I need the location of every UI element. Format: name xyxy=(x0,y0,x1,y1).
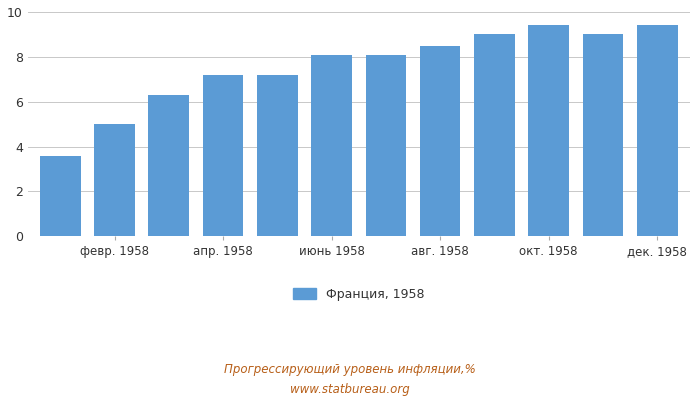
Legend: Франция, 1958: Франция, 1958 xyxy=(288,283,429,306)
Bar xyxy=(637,26,678,236)
Bar xyxy=(528,26,569,236)
Bar xyxy=(474,34,514,236)
Bar xyxy=(148,95,189,236)
Bar xyxy=(257,75,298,236)
Bar xyxy=(420,46,461,236)
Bar xyxy=(365,54,406,236)
Bar xyxy=(40,156,80,236)
Bar xyxy=(582,34,623,236)
Bar xyxy=(312,54,352,236)
Text: www.statbureau.org: www.statbureau.org xyxy=(290,384,410,396)
Bar xyxy=(203,75,244,236)
Bar xyxy=(94,124,135,236)
Text: Прогрессирующий уровень инфляции,%: Прогрессирующий уровень инфляции,% xyxy=(224,364,476,376)
